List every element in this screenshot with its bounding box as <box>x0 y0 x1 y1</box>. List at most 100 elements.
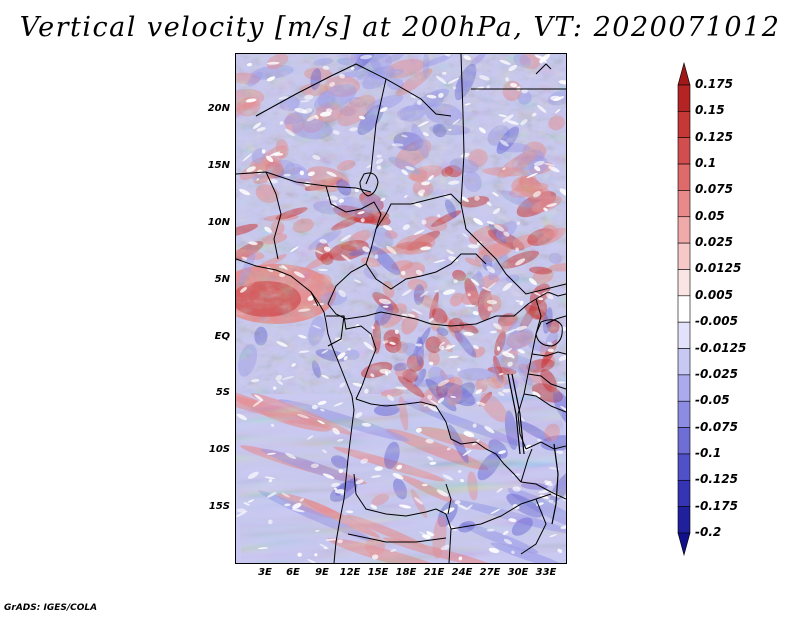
neutral-speckle <box>402 224 410 230</box>
neutral-speckle <box>508 64 518 72</box>
neutral-speckle <box>537 104 547 113</box>
neutral-speckle <box>427 405 439 412</box>
neutral-speckle <box>490 508 501 515</box>
neutral-speckle <box>339 382 346 388</box>
neutral-speckle <box>329 82 336 87</box>
lat-label-5n: 5N <box>214 274 230 285</box>
neutral-speckle <box>314 553 318 557</box>
chart-title: Vertical velocity [m/s] at 200hPa, VT: 2… <box>19 12 781 43</box>
neutral-speckle <box>284 503 291 507</box>
colorbar-label: 0.0125 <box>695 261 742 276</box>
neutral-speckle <box>486 299 498 305</box>
neutral-speckle <box>285 452 297 459</box>
neutral-speckle <box>322 473 335 479</box>
neutral-speckle <box>528 278 537 286</box>
neutral-speckle <box>426 531 434 537</box>
neutral-speckle <box>457 470 462 473</box>
colorbar-swatch <box>677 190 691 218</box>
neutral-speckle <box>508 518 517 523</box>
neutral-speckle <box>264 476 276 480</box>
neutral-speckle <box>476 241 482 246</box>
neutral-speckle <box>357 211 365 215</box>
neutral-speckle <box>511 550 515 554</box>
neutral-speckle <box>236 510 248 518</box>
neutral-speckle <box>493 224 505 232</box>
neutral-speckle <box>251 378 260 383</box>
neutral-speckle <box>396 464 403 470</box>
lat-label-15s: 15S <box>208 501 230 512</box>
neutral-speckle <box>281 264 288 270</box>
neutral-speckle <box>395 386 408 390</box>
lon-label-18e: 18E <box>395 567 417 578</box>
neutral-speckle <box>321 374 330 379</box>
colorbar-swatch <box>677 321 691 349</box>
neutral-speckle <box>492 208 501 215</box>
colorbar-label: 0.125 <box>695 129 733 144</box>
colorbar-top-arrow <box>677 61 691 86</box>
neutral-speckle <box>360 54 373 60</box>
neutral-speckle <box>478 127 486 134</box>
neutral-speckle <box>319 111 332 117</box>
neutral-speckle <box>546 341 553 346</box>
neutral-speckle <box>486 201 492 207</box>
colorbar-swatch <box>677 400 691 428</box>
lat-label-5s: 5S <box>215 387 230 398</box>
neutral-speckle <box>462 449 472 457</box>
lon-label-3e: 3E <box>258 567 272 578</box>
neutral-speckle <box>266 155 274 163</box>
neutral-speckle <box>247 471 259 479</box>
neutral-speckle <box>266 266 274 273</box>
neutral-speckle <box>515 258 526 266</box>
neutral-speckle <box>519 300 524 306</box>
neutral-speckle <box>448 355 459 359</box>
neutral-speckle <box>278 96 289 100</box>
colorbar-swatch <box>677 216 691 244</box>
neutral-speckle <box>474 195 480 201</box>
neutral-speckle <box>315 529 320 532</box>
neutral-speckle <box>337 539 343 544</box>
neutral-speckle <box>278 266 284 269</box>
neutral-speckle <box>548 166 560 173</box>
map-panel[interactable] <box>235 53 567 564</box>
neutral-speckle <box>292 502 302 510</box>
neutral-speckle <box>446 447 451 451</box>
neutral-speckle <box>307 171 315 177</box>
neutral-speckle <box>298 350 310 353</box>
neutral-speckle <box>248 241 258 246</box>
neutral-speckle <box>428 317 434 322</box>
neutral-speckle <box>505 328 517 334</box>
neutral-speckle <box>532 291 542 297</box>
lon-label-15e: 15E <box>367 567 389 578</box>
neutral-speckle <box>440 544 452 551</box>
neutral-speckle <box>325 538 338 541</box>
colorbar-label: 0.175 <box>695 77 733 91</box>
neutral-speckle <box>448 256 459 262</box>
neutral-speckle <box>294 108 307 114</box>
colorbar-swatch <box>677 111 691 139</box>
neutral-speckle <box>438 345 445 351</box>
neutral-speckle <box>544 163 555 166</box>
neutral-speckle <box>267 519 273 525</box>
lon-label-6e: 6E <box>286 567 300 578</box>
neutral-speckle <box>242 153 253 162</box>
neutral-speckle <box>463 55 472 61</box>
colorbar-swatch <box>677 348 691 376</box>
neutral-speckle <box>317 400 327 406</box>
neutral-speckle <box>236 508 246 513</box>
southern-streaks <box>236 394 566 563</box>
neutral-speckle <box>282 376 294 380</box>
neutral-speckle <box>300 100 310 103</box>
neutral-speckle <box>382 305 389 308</box>
neutral-speckle <box>323 246 331 252</box>
neutral-speckle <box>464 304 477 307</box>
country-borders <box>236 54 566 563</box>
neutral-speckle <box>448 180 460 185</box>
neutral-speckle <box>293 271 305 278</box>
neutral-speckle <box>322 449 327 454</box>
neutral-speckle <box>496 487 503 493</box>
neutral-speckle <box>423 404 429 407</box>
neutral-speckle <box>291 508 305 513</box>
neutral-speckle <box>245 98 257 103</box>
neutral-speckle <box>394 329 399 334</box>
neutral-speckle <box>312 154 321 160</box>
